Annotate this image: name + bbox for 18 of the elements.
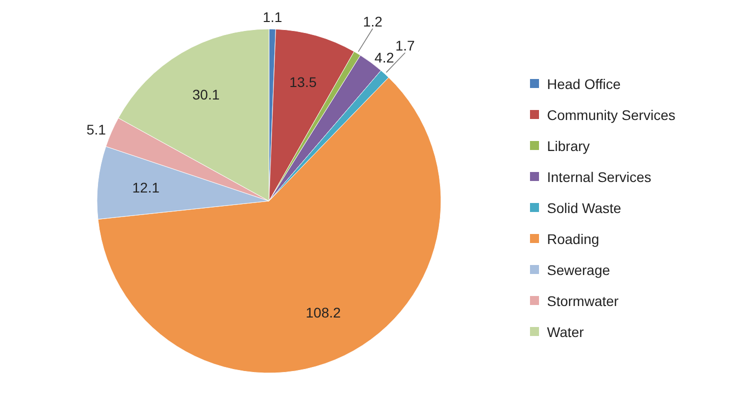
data-label: 4.2 xyxy=(374,50,394,66)
data-label: 12.1 xyxy=(132,180,160,196)
data-label: 1.2 xyxy=(362,14,383,30)
legend-label: Sewerage xyxy=(547,262,610,278)
data-label: 13.5 xyxy=(289,74,317,90)
legend-label: Internal Services xyxy=(547,169,652,185)
legend-label: Stormwater xyxy=(547,293,619,309)
legend-label: Water xyxy=(547,324,584,340)
legend-label: Library xyxy=(547,138,590,154)
data-label: 1.1 xyxy=(262,9,282,26)
legend-label: Head Office xyxy=(547,76,621,92)
legend-label: Solid Waste xyxy=(547,200,622,216)
data-label: 5.1 xyxy=(86,122,106,138)
legend-label: Community Services xyxy=(547,107,676,123)
data-label: 30.1 xyxy=(192,86,220,102)
legend-label: Roading xyxy=(547,231,600,247)
data-label: 1.7 xyxy=(395,38,416,54)
data-label: 108.2 xyxy=(306,304,342,320)
